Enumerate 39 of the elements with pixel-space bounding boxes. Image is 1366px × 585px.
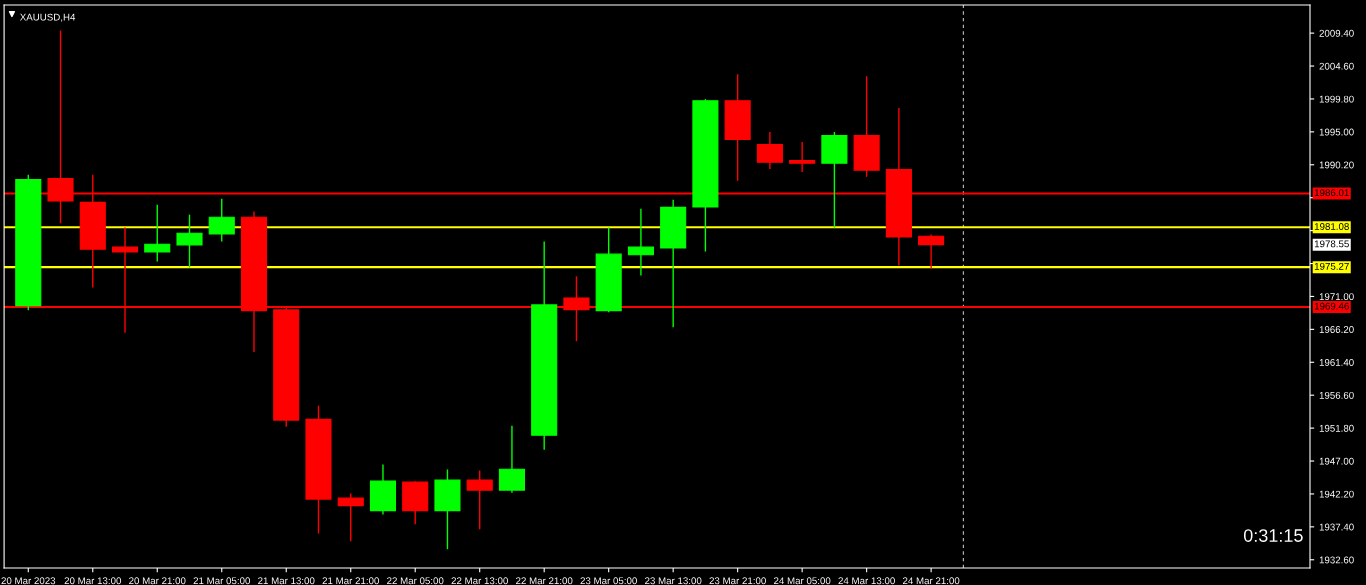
- candlestick: [789, 141, 816, 172]
- ref-line-label: 1975.27: [1314, 262, 1349, 270]
- candlestick: [627, 208, 654, 276]
- candlestick: [144, 204, 171, 262]
- y-tick-label: 1999.80: [1319, 95, 1354, 103]
- x-tick-label: 21 Mar 05:00: [193, 577, 251, 585]
- y-tick-label: 1966.20: [1319, 326, 1354, 333]
- x-tick-label: 24 Mar 05:00: [773, 577, 831, 585]
- y-tick-label: 1995.00: [1319, 128, 1354, 136]
- x-tick-label: 23 Mar 13:00: [645, 577, 702, 585]
- x-tick-label: 20 Mar 21:00: [129, 577, 186, 585]
- x-tick-label: 21 Mar 13:00: [258, 577, 315, 585]
- ref-line-label: 1981.08: [1314, 223, 1349, 230]
- x-tick-label: 20 Mar 13:00: [64, 577, 122, 585]
- text: 1978.55: [1314, 240, 1349, 248]
- x-tick-label: 23 Mar 05:00: [580, 577, 637, 585]
- y-tick-label: 1961.40: [1319, 359, 1354, 366]
- y-tick-label: 1947.00: [1319, 457, 1354, 465]
- x-tick-label: 24 Mar 21:00: [902, 577, 960, 585]
- x-tick-label: 22 Mar 13:00: [451, 577, 508, 585]
- x-tick-label: 24 Mar 13:00: [838, 577, 895, 585]
- text: XAUUSD,H4: [19, 13, 76, 22]
- y-tick-label: 1951.80: [1319, 424, 1354, 432]
- y-tick-label: 1990.20: [1319, 161, 1354, 169]
- y-tick-label: 1956.60: [1319, 391, 1354, 399]
- x-tick-label: 22 Mar 21:00: [516, 577, 573, 585]
- annotation: 0:31:15: [1243, 529, 1303, 542]
- y-tick-label: 1932.60: [1319, 556, 1354, 564]
- x-tick-label: 22 Mar 05:00: [387, 577, 444, 585]
- x-tick-label: 21 Mar 21:00: [322, 577, 379, 585]
- y-tick-label: 1937.40: [1319, 523, 1354, 531]
- y-tick-label: 2004.60: [1319, 62, 1354, 70]
- y-tick-label: 1971.00: [1319, 293, 1354, 301]
- x-tick-label: 20 Mar 2023: [1, 577, 56, 585]
- x-tick-label: 23 Mar 21:00: [709, 577, 766, 585]
- ref-line-label: 1986.01: [1314, 189, 1349, 197]
- y-tick-label: 1942.20: [1319, 490, 1354, 498]
- y-tick-label: 2009.40: [1319, 29, 1354, 37]
- ref-line-label: 1969.46: [1314, 302, 1349, 310]
